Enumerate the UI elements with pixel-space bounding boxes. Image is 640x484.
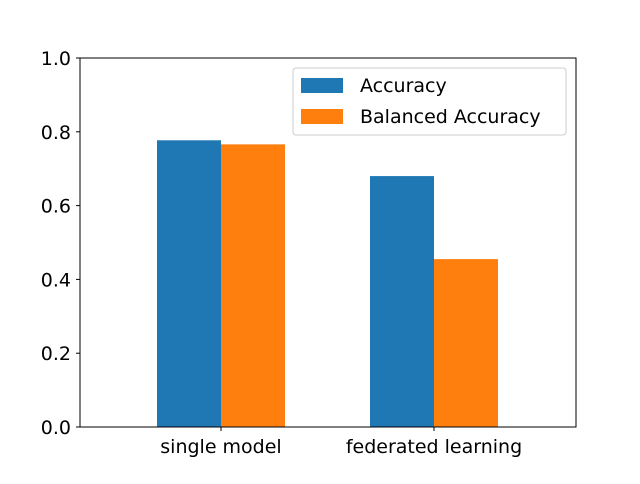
y-tick-label: 0.6 xyxy=(41,196,71,218)
y-tick-label: 0.8 xyxy=(41,122,71,144)
bar-accuracy-single-model xyxy=(157,140,221,428)
bar-accuracy-federated-learning xyxy=(370,176,434,427)
x-axis: single model federated learning xyxy=(160,427,522,458)
y-tick-label: 0.0 xyxy=(41,417,71,439)
legend-label-accuracy: Accuracy xyxy=(360,75,447,97)
y-axis: 0.0 0.2 0.4 0.6 0.8 1.0 xyxy=(41,48,80,439)
bar-balanced-accuracy-federated-learning xyxy=(434,259,498,427)
y-tick-label: 1.0 xyxy=(41,48,71,70)
plot-frame xyxy=(79,57,577,428)
legend: Accuracy Balanced Accuracy xyxy=(292,67,567,136)
legend-box xyxy=(292,67,567,136)
y-tick-label: 0.4 xyxy=(41,269,71,291)
x-tick-label-federated-learning: federated learning xyxy=(346,436,522,458)
legend-label-balanced-accuracy: Balanced Accuracy xyxy=(360,106,541,128)
legend-swatch-balanced-accuracy xyxy=(301,109,343,124)
x-tick-label-single-model: single model xyxy=(160,436,281,458)
y-tick-label: 0.2 xyxy=(41,343,71,365)
bar-balanced-accuracy-single-model xyxy=(221,144,285,427)
legend-swatch-accuracy xyxy=(301,78,343,93)
bars-layer xyxy=(157,140,498,428)
